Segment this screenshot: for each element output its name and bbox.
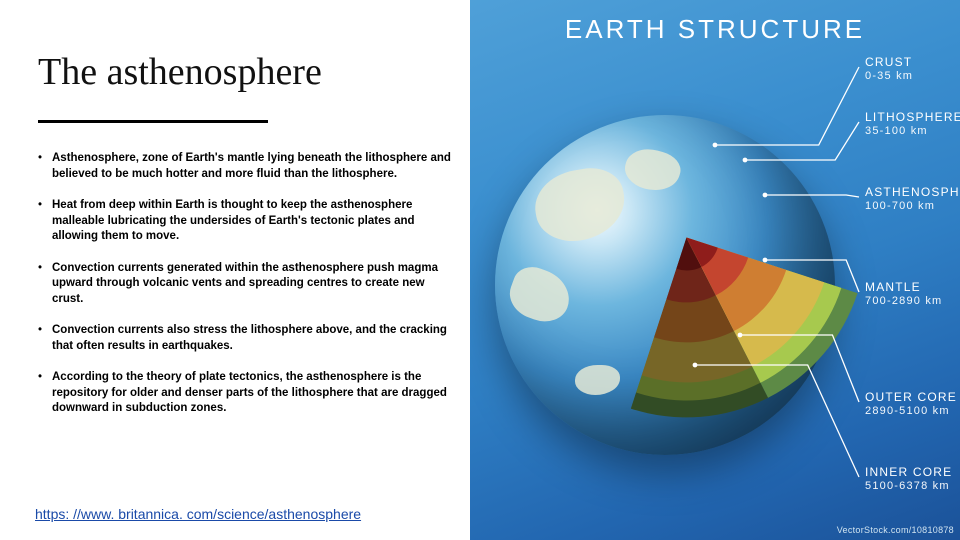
text-panel: The asthenosphere Asthenosphere, zone of…: [0, 0, 470, 540]
layer-label-crust: CRUST0-35 km: [865, 55, 913, 84]
globe-icon: [495, 115, 835, 455]
bullet-item: According to the theory of plate tectoni…: [38, 370, 452, 417]
continent-shape: [503, 261, 576, 329]
bullet-item: Heat from deep within Earth is thought t…: [38, 198, 452, 245]
source-link[interactable]: https: //www. britannica. com/science/as…: [35, 506, 361, 522]
bullet-item: Asthenosphere, zone of Earth's mantle ly…: [38, 151, 452, 182]
layer-label-lithosphere: LITHOSPHERE35-100 km: [865, 110, 960, 139]
earth-structure-diagram: EARTH STRUCTURE: [470, 0, 960, 540]
layer-label-outer_core: OUTER CORE2890-5100 km: [865, 390, 957, 419]
layer-label-asthenosphere: ASTHENOSPHERE100-700 km: [865, 185, 960, 214]
continent-shape: [575, 365, 620, 395]
bullet-item: Convection currents also stress the lith…: [38, 323, 452, 354]
title-rule: [38, 120, 268, 123]
bullet-list: Asthenosphere, zone of Earth's mantle ly…: [38, 151, 452, 417]
page-title: The asthenosphere: [38, 50, 452, 94]
continent-shape: [530, 163, 631, 248]
layer-label-mantle: MANTLE700-2890 km: [865, 280, 942, 309]
diagram-title: EARTH STRUCTURE: [470, 14, 960, 45]
image-credit: VectorStock.com/10810878: [837, 525, 954, 535]
layer-label-inner_core: INNER CORE5100-6378 km: [865, 465, 952, 494]
continent-shape: [621, 144, 684, 197]
bullet-item: Convection currents generated within the…: [38, 261, 452, 308]
